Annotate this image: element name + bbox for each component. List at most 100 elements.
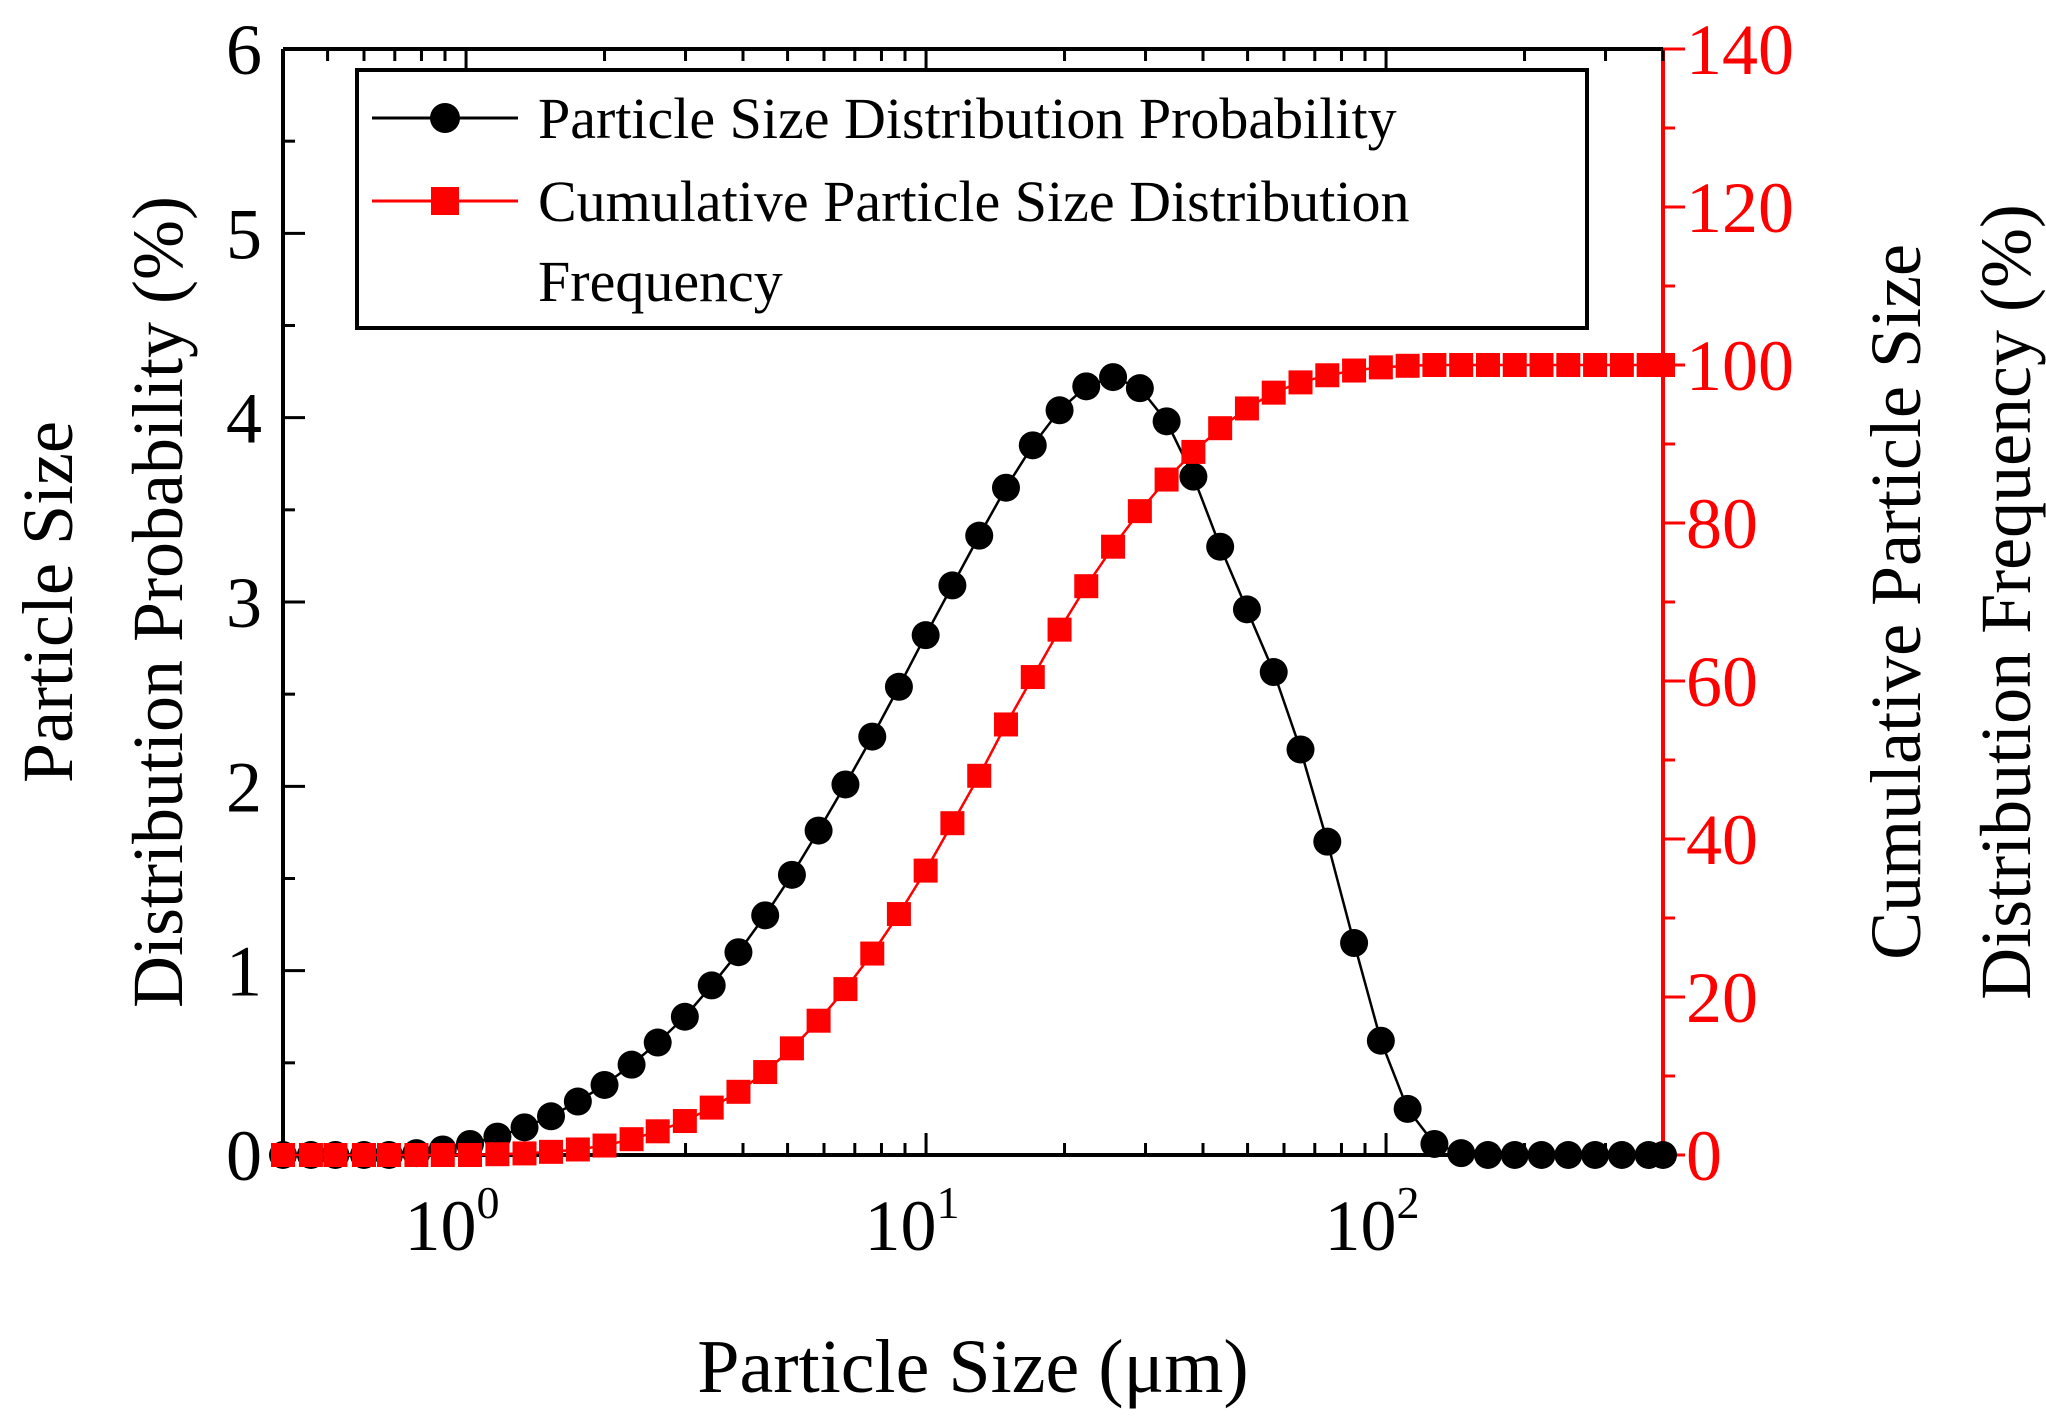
data-point-square [993,712,1018,737]
data-point-square [940,811,965,836]
data-point-circle [858,722,887,751]
data-point-square [833,977,858,1002]
left-y-axis-title-line-1: Particle Size [8,421,88,783]
data-point-square [1609,353,1634,377]
legend-label-cumulative-line-2: Frequency [538,249,783,314]
data-point-circle [670,1002,699,1031]
data-point-circle [1527,1141,1556,1169]
right-tick-label: 140 [1686,10,1794,90]
data-point-square [1342,358,1367,383]
data-point-circle [1607,1141,1636,1169]
right-tick-label: 120 [1686,168,1794,248]
x-tick-label-base: 10 [405,1186,477,1266]
series-probability [269,363,1677,1169]
data-point-square [1422,353,1447,377]
x-tick-label-base: 10 [865,1186,937,1266]
data-point-circle [1018,431,1047,460]
data-point-circle [1072,372,1101,401]
data-point-square [1101,534,1126,559]
data-point-square [352,1143,377,1167]
right-tick-label: 40 [1686,800,1758,880]
legend-marker-square [431,187,459,215]
data-point-square [1651,353,1675,377]
data-point-circle [537,1102,566,1131]
data-point-circle [724,938,753,967]
x-axis-title: Particle Size (μm) [697,1325,1248,1409]
data-point-square [1315,363,1340,388]
data-point-square [271,1143,295,1167]
data-point-square [619,1127,644,1152]
legend-entry-cumulative: Cumulative Particle Size Distribution Fr… [372,169,1409,314]
data-point-square [699,1095,724,1120]
data-point-square [672,1109,697,1134]
data-point-circle [1286,735,1315,764]
data-point-circle [643,1028,672,1057]
series-cumulative [271,353,1675,1167]
data-point-square [1368,355,1393,380]
data-point-square [512,1141,537,1166]
data-point-square [592,1133,617,1158]
data-point-circle [697,971,726,1000]
right-tick-label: 80 [1686,484,1758,564]
series-layer [269,353,1677,1169]
right-y-ticks: 0 20 40 60 80 100 120 140 [1663,10,1794,1196]
right-tick-label: 20 [1686,958,1758,1038]
left-tick-label: 2 [226,747,262,827]
data-point-square [430,1143,455,1167]
data-point-square [860,941,885,966]
data-point-square [1261,380,1286,405]
data-point-square [565,1137,590,1162]
data-point-square [1556,353,1581,377]
left-tick-label: 5 [226,194,262,274]
data-point-circle [1125,374,1154,403]
data-point-circle [1259,658,1288,687]
data-point-square [404,1143,429,1167]
left-tick-label: 0 [226,1116,262,1196]
left-y-ticks: 0 1 2 3 4 5 6 [226,10,305,1196]
left-tick-label: 4 [226,379,262,459]
data-point-circle [1473,1141,1502,1169]
x-tick-label: 102 [1325,1177,1420,1266]
x-tick-label-base: 10 [1325,1186,1397,1266]
data-point-square [1395,353,1420,378]
data-point-circle [911,621,940,650]
data-point-square [458,1143,483,1167]
data-point-circle [751,901,780,930]
data-point-square [1047,617,1072,642]
data-point-circle [884,672,913,701]
data-point-square [726,1079,751,1104]
data-point-circle [617,1050,646,1079]
data-point-square [323,1143,348,1167]
data-point-square [1449,353,1474,377]
legend-label-cumulative-line-1: Cumulative Particle Size Distribution [538,169,1409,234]
data-point-square [1583,353,1608,377]
data-point-circle [1500,1141,1529,1169]
legend-label-probability: Particle Size Distribution Probability [538,86,1397,151]
data-point-circle [1649,1141,1677,1169]
data-point-circle [938,571,967,600]
data-point-square [1288,370,1313,395]
data-point-circle [777,860,806,889]
data-point-circle [1420,1129,1449,1158]
data-point-circle [1206,532,1235,561]
data-point-circle [991,473,1020,502]
data-point-circle [804,816,833,845]
right-y-axis-title-line-1: Cumulative Particle Size [1856,244,1936,960]
legend-marker-circle [430,103,460,133]
data-point-square [485,1142,510,1167]
left-tick-label: 3 [226,563,262,643]
x-ticks: 100 101 102 [281,49,1665,1266]
data-point-square [779,1036,804,1061]
data-point-circle [590,1070,619,1099]
data-point-square [1181,439,1206,464]
x-tick-label-exponent: 0 [477,1177,500,1228]
right-y-axis-title: Cumulative Particle Size Distribution Fr… [1856,204,2046,1000]
data-point-square [1127,499,1152,524]
data-point-square [1502,353,1527,377]
right-tick-label: 60 [1686,642,1758,722]
data-point-square [1529,353,1554,377]
data-point-square [1020,665,1045,690]
data-point-square [298,1143,323,1167]
data-point-square [539,1139,564,1164]
left-tick-label: 6 [226,10,262,90]
